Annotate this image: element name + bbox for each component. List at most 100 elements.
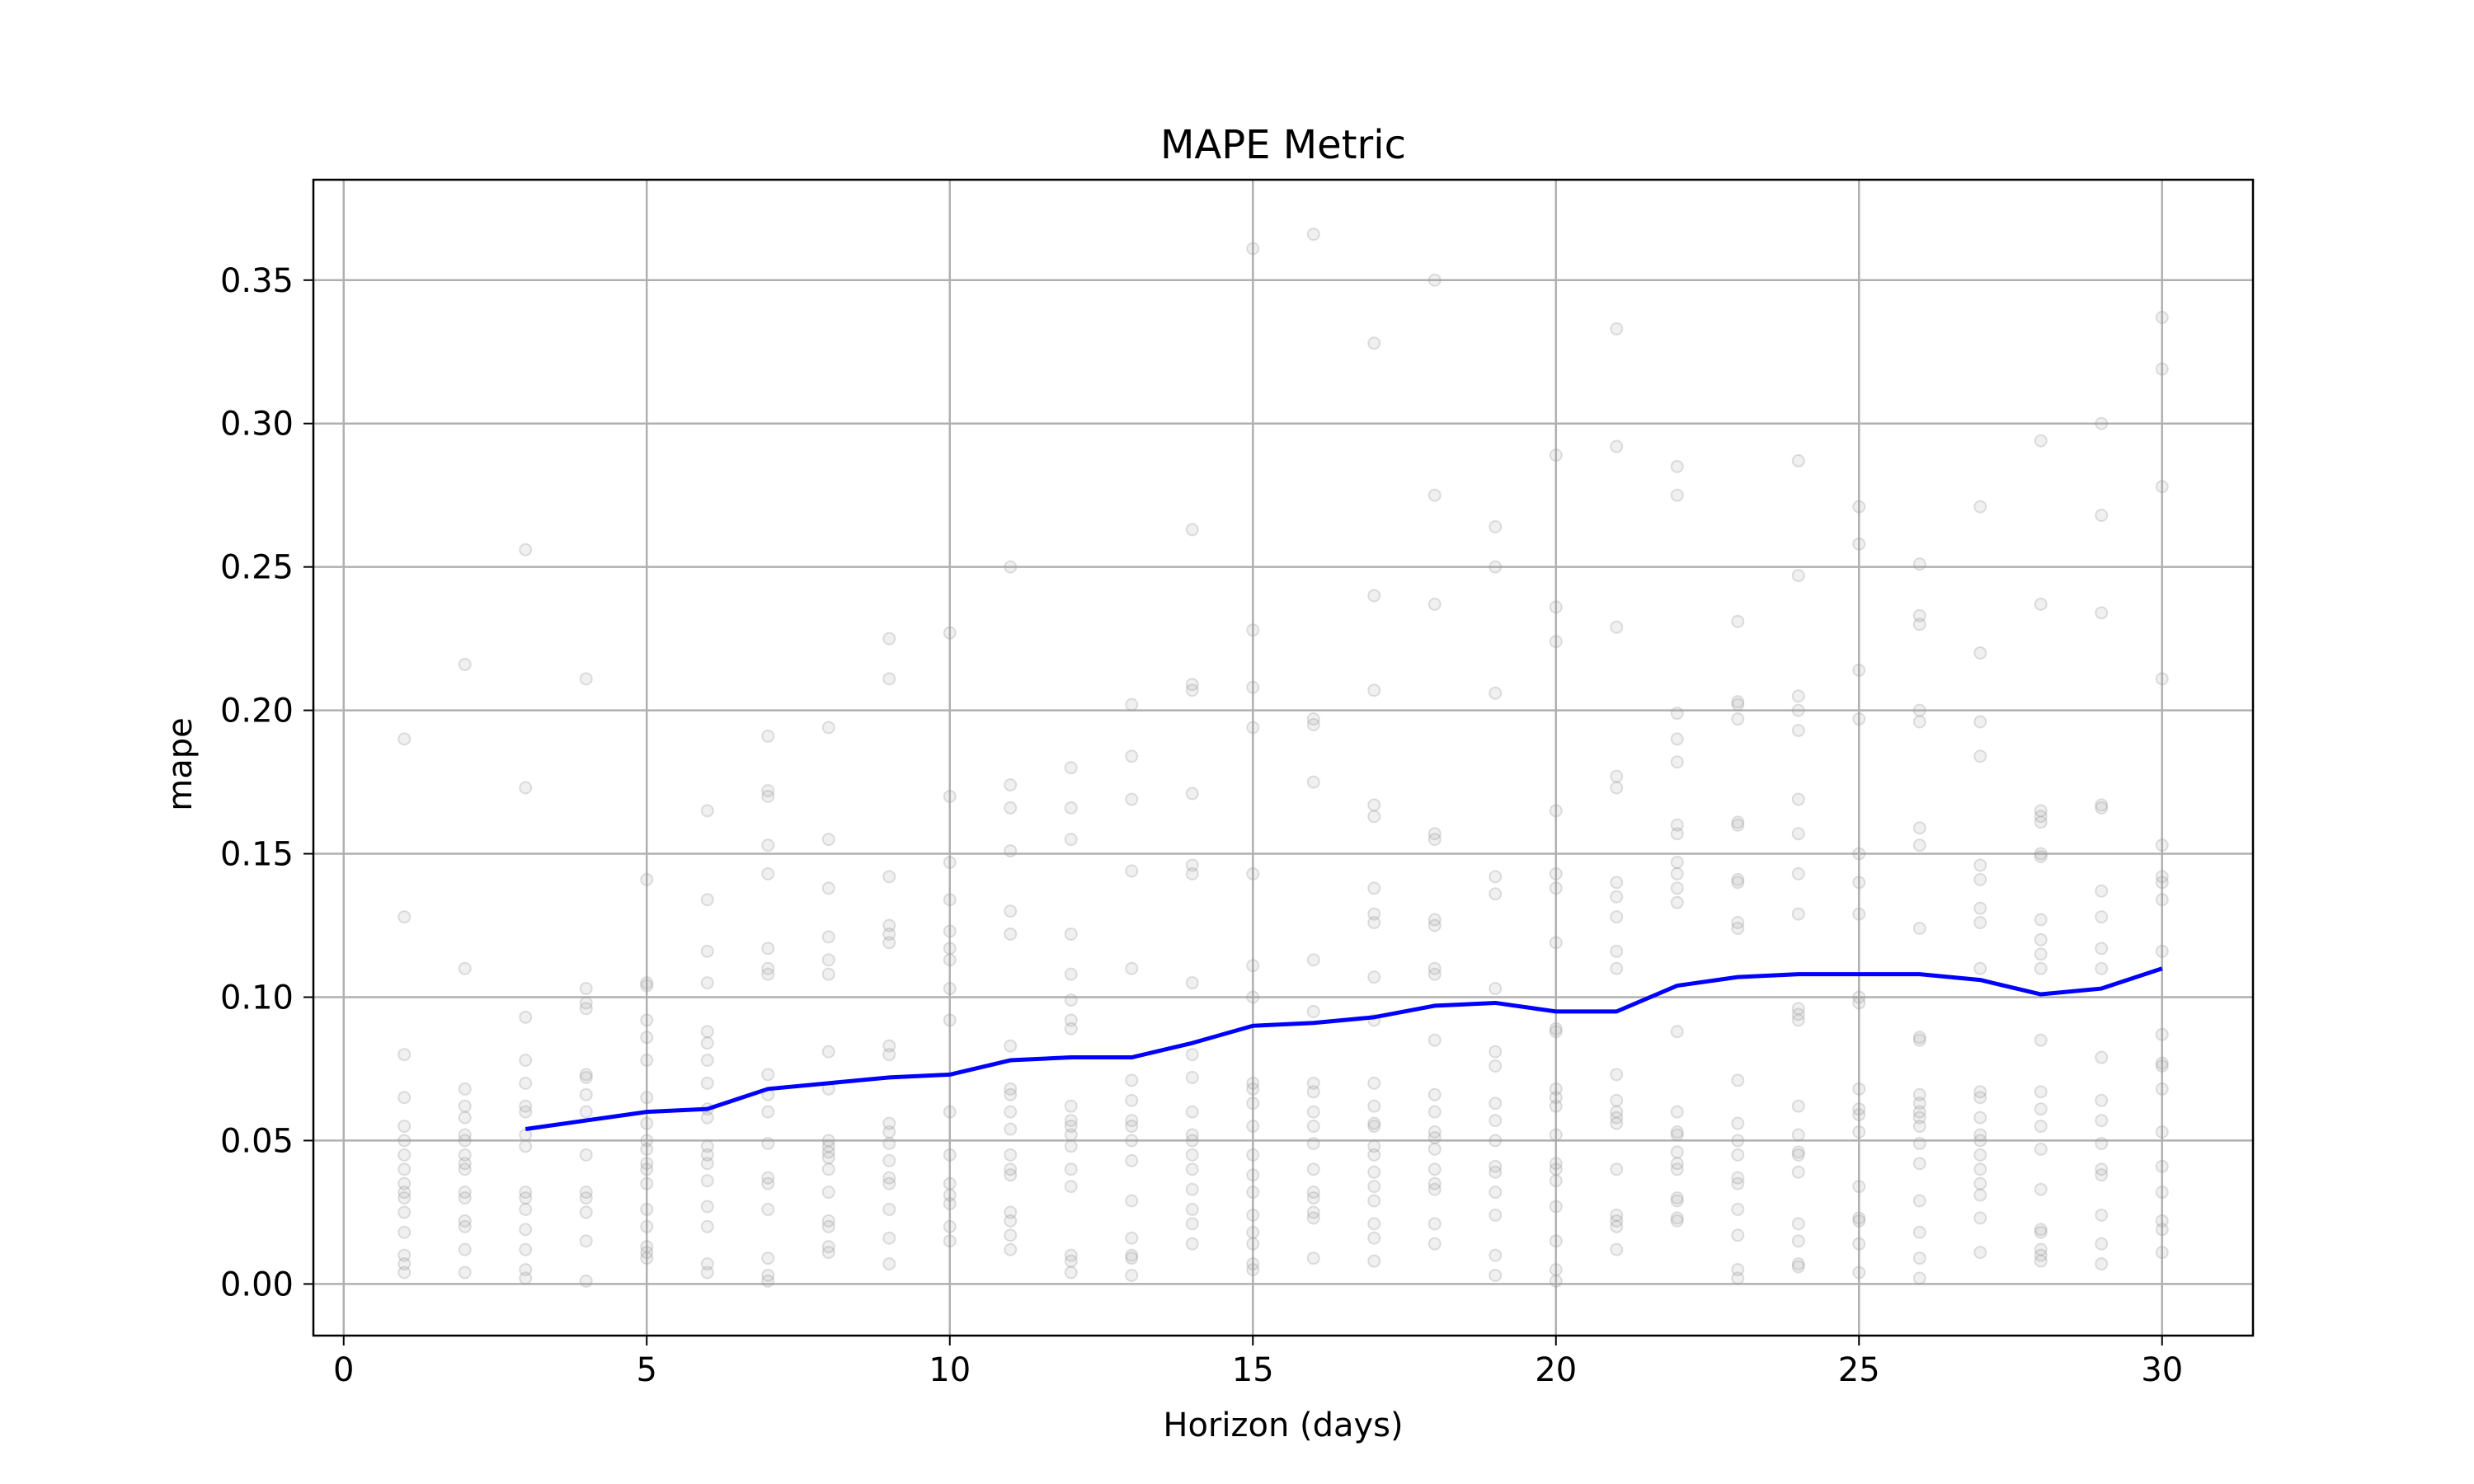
scatter-point (700, 1139, 714, 1153)
scatter-point (1064, 1139, 1078, 1153)
scatter-point (2155, 1246, 2169, 1260)
scatter-point (1125, 792, 1139, 806)
scatter-point (397, 1120, 412, 1134)
scatter-point (2155, 310, 2169, 324)
scatter-point (579, 672, 593, 686)
scatter-point (1427, 1087, 1442, 1101)
x-tick-label: 25 (1838, 1351, 1880, 1389)
scatter-point (1670, 488, 1684, 502)
scatter-point (1185, 523, 1199, 537)
scatter-point (1004, 904, 1018, 918)
scatter-point (397, 1048, 412, 1062)
scatter-point (640, 1031, 654, 1045)
scatter-point (1791, 1099, 1805, 1113)
scatter-point (1912, 1087, 1926, 1101)
scatter-point (519, 1076, 533, 1090)
scatter-point (1306, 1162, 1320, 1176)
scatter-point (1549, 936, 1563, 950)
scatter-point (1791, 723, 1805, 737)
scatter-point (1004, 1105, 1018, 1119)
scatter-point (700, 1200, 714, 1214)
scatter-point (1064, 1180, 1078, 1194)
scatter-point (2034, 597, 2048, 611)
scatter-point (2095, 1168, 2109, 1182)
scatter-point (397, 1225, 412, 1239)
scatter-point (1852, 1125, 1866, 1139)
scatter-point (1670, 1194, 1684, 1208)
scatter-point (458, 1111, 472, 1125)
scatter-point (1367, 1231, 1381, 1245)
scatter-point (700, 1036, 714, 1050)
scatter-point (1852, 990, 1866, 1004)
scatter-point (579, 1105, 593, 1119)
scatter-point (1791, 1148, 1805, 1162)
scatter-point (1791, 689, 1805, 703)
scatter-point (700, 1111, 714, 1125)
scatter-point (1610, 876, 1624, 890)
scatter-point (1670, 1105, 1684, 1119)
scatter-point (1427, 1162, 1442, 1176)
scatter-point (1731, 1176, 1745, 1190)
scatter-point (1912, 1194, 1926, 1208)
scatter-point (1427, 1217, 1442, 1231)
scatter-point (1791, 1165, 1805, 1179)
scatter-point (943, 1219, 957, 1233)
scatter-point (1125, 864, 1139, 878)
scatter-point (1973, 858, 1987, 872)
scatter-point (700, 804, 714, 818)
scatter-point (1670, 895, 1684, 909)
scatter-point (1125, 1093, 1139, 1107)
scatter-point (2034, 1248, 2048, 1262)
scatter-point (1549, 600, 1563, 614)
scatter-point (700, 1174, 714, 1188)
scatter-point (640, 1157, 654, 1171)
scatter-point (1185, 787, 1199, 801)
scatter-point (943, 1013, 957, 1027)
scatter-point (1125, 1120, 1139, 1134)
scatter-point (397, 910, 412, 924)
scatter-point (1610, 1116, 1624, 1130)
scatter-point (1852, 1237, 1866, 1251)
scatter-point (1367, 1165, 1381, 1179)
scatter-point (1489, 1159, 1503, 1173)
scatter-point (1670, 818, 1684, 832)
scatter-point (2034, 913, 2048, 927)
scatter-point (1973, 901, 1987, 915)
scatter-point (1489, 1186, 1503, 1200)
scatter-point (2095, 416, 2109, 430)
scatter-point (1670, 855, 1684, 869)
scatter-point (519, 1010, 533, 1024)
scatter-point (458, 1266, 472, 1280)
scatter-point (1246, 1082, 1260, 1096)
scatter-point (458, 1242, 472, 1256)
scatter-point (640, 976, 654, 990)
scatter-point (821, 1214, 835, 1228)
scatter-point (1731, 1148, 1745, 1162)
scatter-point (1791, 866, 1805, 881)
scatter-point (640, 1202, 654, 1216)
scatter-point (1246, 1208, 1260, 1222)
scatter-point (2034, 804, 2048, 818)
scatter-point (1185, 683, 1199, 697)
scatter-point (1610, 1219, 1624, 1233)
scatter-point (1427, 597, 1442, 611)
scatter-point (1973, 961, 1987, 975)
scatter-point (640, 1176, 654, 1190)
scatter-point (1610, 944, 1624, 958)
scatter-point (1549, 1082, 1563, 1096)
scatter-point (1791, 453, 1805, 467)
scatter-point (1912, 1105, 1926, 1119)
scatter-point (1004, 927, 1018, 941)
scatter-point (1427, 918, 1442, 932)
scatter-point (821, 1151, 835, 1165)
scatter-point (761, 1171, 775, 1185)
scatter-point (519, 1099, 533, 1113)
scatter-point (1610, 910, 1624, 924)
scatter-point (519, 781, 533, 795)
scatter-point (700, 976, 714, 990)
scatter-point (519, 542, 533, 556)
scatter-point (1670, 1191, 1684, 1205)
plot-frame (312, 178, 2255, 1337)
scatter-point (1306, 953, 1320, 967)
